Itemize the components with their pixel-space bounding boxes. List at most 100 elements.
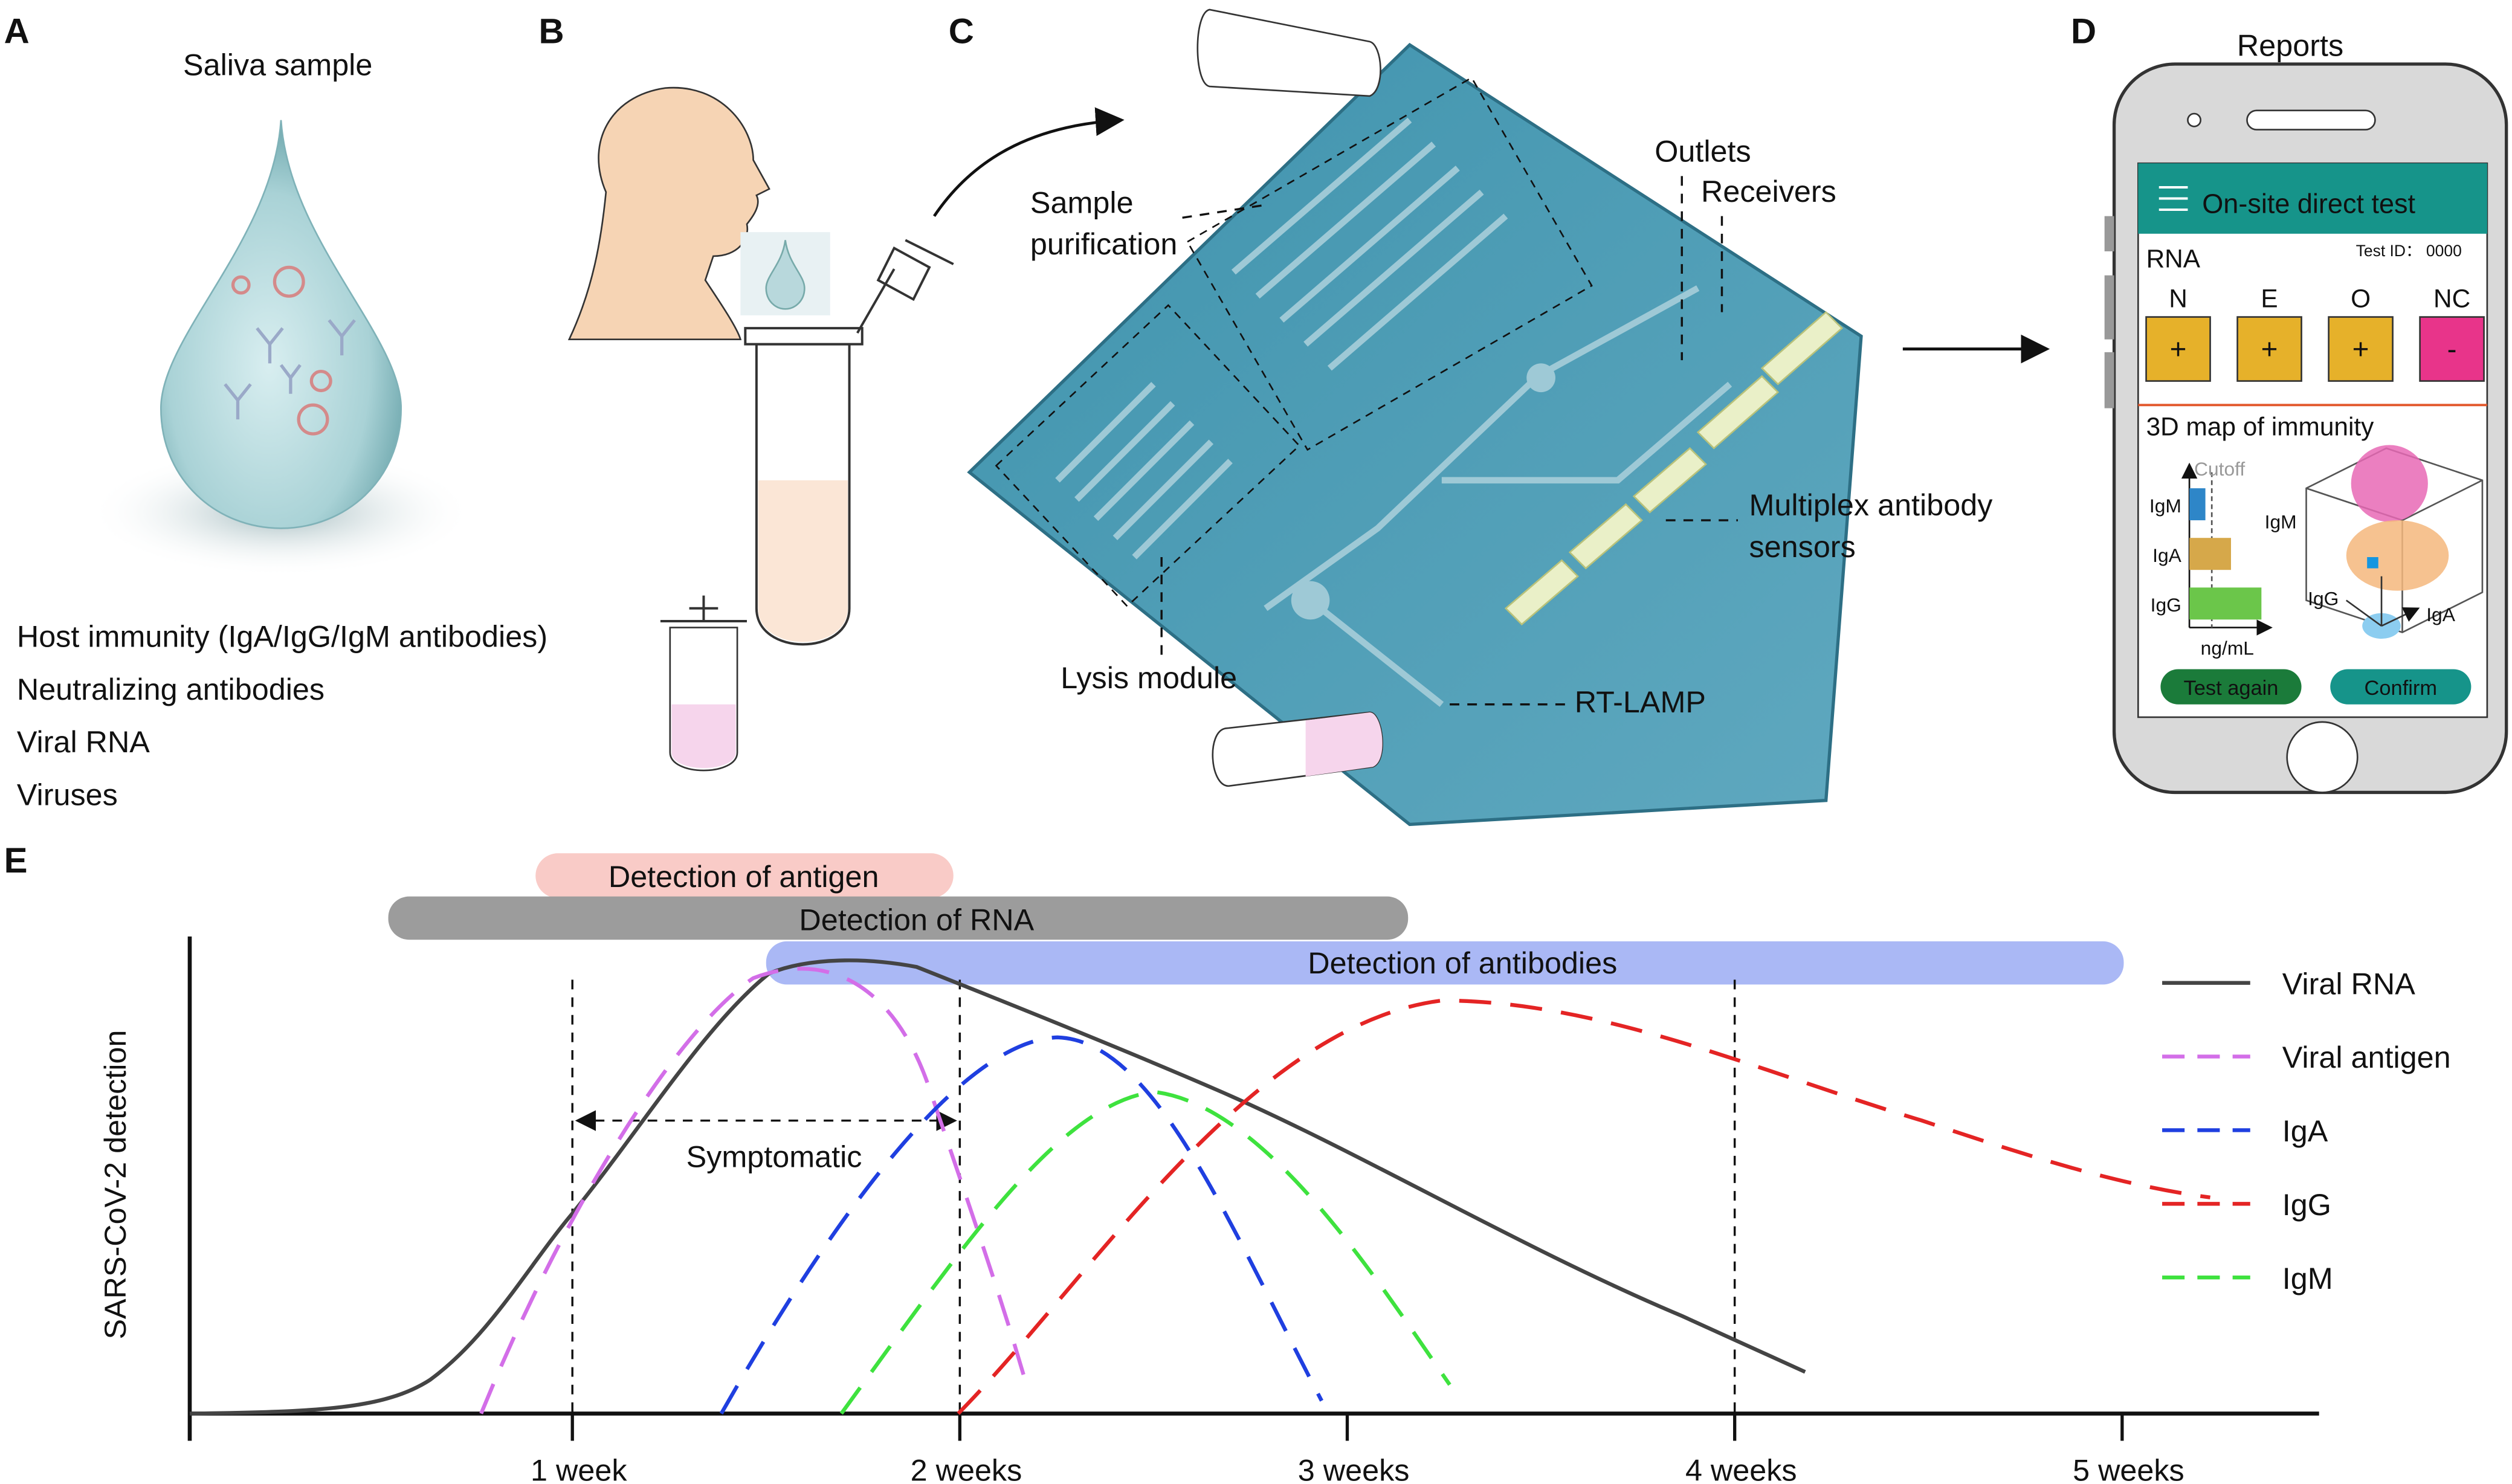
igm-bar — [2189, 488, 2206, 521]
panel-c: C Sample purification Outlets Receivers … — [949, 8, 2050, 827]
panel-a: A Saliva sample Host immunity (IgA/IgG/I… — [4, 12, 547, 812]
app-title: On-site direct test — [2202, 188, 2415, 219]
annotation: Symptomatic — [686, 1139, 862, 1173]
legend-label: IgA — [2282, 1114, 2328, 1148]
small-tube-liquid — [671, 704, 736, 769]
camera — [2187, 112, 2201, 127]
chamber — [1291, 581, 1330, 620]
screen — [2137, 162, 2488, 718]
leader — [1450, 176, 1738, 706]
chip-label: sensors — [1749, 529, 1856, 564]
purification-box — [1186, 76, 1593, 451]
target-label: N — [2169, 285, 2188, 313]
button-label[interactable]: Confirm — [2365, 677, 2438, 700]
detection-bar — [535, 853, 954, 898]
chip-label: purification — [1030, 227, 1177, 261]
rna-results: N + E + O + NC - — [2145, 285, 2485, 382]
panel-letter: E — [4, 841, 28, 880]
viral-rna-curve — [189, 958, 1806, 1416]
inlet-tube — [1196, 8, 1381, 97]
result-sign: + — [2352, 333, 2369, 365]
result-sign: - — [2447, 333, 2457, 365]
panel-letter: D — [2071, 12, 2096, 51]
chip-label: Multiplex antibody — [1749, 488, 1994, 522]
list-item: Viruses — [17, 778, 118, 812]
chip-label: Lysis module — [1061, 660, 1237, 695]
button[interactable] — [2330, 669, 2472, 705]
home-button — [2286, 721, 2359, 793]
legend-label: Viral RNA — [2282, 966, 2415, 1001]
test-id: Test ID： 0000 — [2356, 242, 2462, 260]
antibody-icons — [224, 319, 356, 420]
menu-icon[interactable] — [2158, 186, 2188, 211]
target-label: E — [2261, 285, 2278, 313]
panel-title: Reports — [2237, 28, 2343, 63]
chip-label: Sample — [1030, 185, 1134, 219]
saliva-drop — [160, 120, 402, 529]
x-ticks: 1 week 2 weeks 3 weeks 4 weeks 5 weeks — [188, 1413, 2184, 1484]
virus-icons — [231, 265, 332, 436]
week-guide — [571, 979, 1736, 1414]
axis-label: IgM — [2265, 511, 2297, 532]
panel-e: E Detection of antigen Detection of RNA … — [4, 841, 2451, 1484]
igm-blob — [2351, 445, 2428, 522]
panel-b: B — [539, 12, 1125, 772]
target-label: NC — [2433, 285, 2470, 313]
button[interactable] — [2160, 669, 2302, 705]
target-label: O — [2351, 285, 2371, 313]
section-label: 3D map of immunity — [2146, 413, 2375, 441]
legend: Viral RNA Viral antigen IgA IgG IgM — [2162, 966, 2451, 1295]
igm-curve — [839, 1089, 1451, 1415]
leader — [1182, 204, 1266, 219]
phone-button — [2104, 275, 2114, 340]
igg-curve — [957, 998, 2210, 1415]
legend-label: Viral antigen — [2282, 1040, 2451, 1074]
legend-label: IgM — [2282, 1261, 2333, 1295]
unit: ng/mL — [2201, 637, 2254, 659]
x-tick-label: 3 weeks — [1298, 1453, 1410, 1484]
bar-label: IgA — [2152, 544, 2182, 566]
list-item: Host immunity (IgA/IgG/IgM antibodies) — [17, 619, 547, 653]
detection-bar — [388, 896, 1409, 940]
cube-axes — [2345, 576, 2418, 627]
result-box — [2328, 316, 2394, 382]
outlet-liquid — [1305, 712, 1383, 776]
bar-label: IgM — [2149, 495, 2181, 517]
x-tick-label: 1 week — [531, 1453, 627, 1484]
lysis-box — [995, 304, 1301, 608]
iga-bar — [2189, 538, 2231, 570]
iga-blob — [2346, 520, 2449, 591]
panel-letter: C — [949, 12, 974, 51]
result-sign: + — [2170, 333, 2187, 365]
axis-label: IgA — [2426, 604, 2456, 625]
cutoff-label: Cutoff — [2194, 458, 2245, 480]
axis-label: IgG — [2308, 587, 2339, 609]
result-sign: + — [2261, 333, 2278, 365]
x-tick-label: 5 weeks — [2073, 1453, 2184, 1484]
tube-cap — [856, 239, 954, 334]
section-label: RNA — [2146, 244, 2201, 273]
panel-d: D Reports On-site direct test RNA Test I… — [2071, 12, 2508, 795]
result-box — [2145, 316, 2211, 382]
detection-label: Detection of RNA — [799, 902, 1034, 937]
flow-arrow — [932, 107, 1125, 218]
chip-label: Outlets — [1655, 134, 1751, 169]
sensor-pads — [1504, 311, 1844, 626]
bar-label: IgG — [2151, 594, 2181, 616]
detection-bar — [766, 941, 2124, 985]
panel-letter: A — [4, 12, 30, 51]
panel-letter: B — [539, 12, 564, 51]
button-label[interactable]: Test again — [2183, 677, 2278, 700]
y-axis-label: SARS-CoV-2 detection — [98, 1030, 132, 1340]
phone-button — [2104, 216, 2114, 251]
result-box — [2419, 316, 2485, 382]
iga-curve — [719, 1035, 1323, 1415]
x-tick-label: 2 weeks — [911, 1453, 1022, 1484]
tube-liquid — [758, 480, 848, 642]
panel-title: Saliva sample — [183, 48, 372, 82]
small-tube-cap — [660, 595, 747, 622]
chip-channels — [1055, 117, 1732, 707]
x-tick-label: 4 weeks — [1685, 1453, 1797, 1484]
